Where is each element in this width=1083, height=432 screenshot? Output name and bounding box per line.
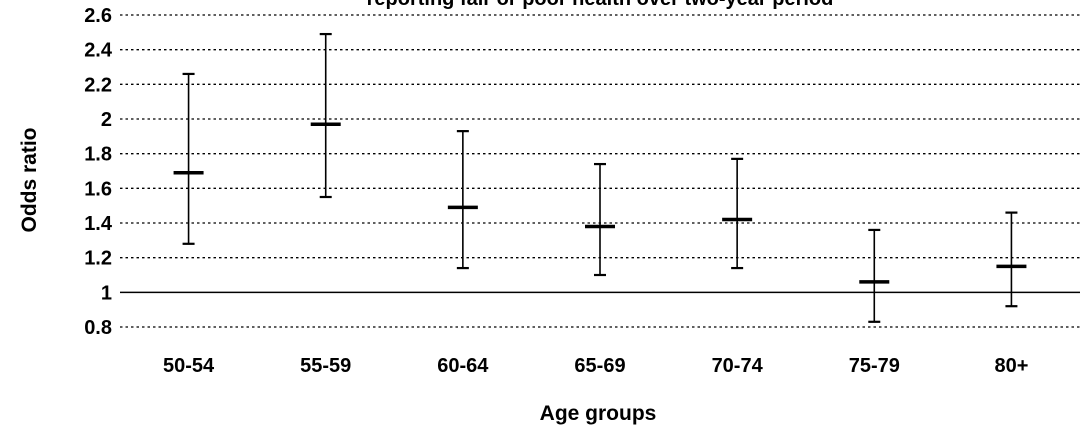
x-tick-labels: 50-54 55-59 60-64 65-69 70-74 75-79 80+ <box>163 355 1028 377</box>
x-tick-label-6: 80+ <box>994 355 1028 377</box>
y-tick-label-5: 1.8 <box>84 144 112 166</box>
y-tick-label-7: 2.2 <box>84 74 112 96</box>
y-tick-label-1: 1 <box>101 282 112 304</box>
error-bar-80+ <box>996 211 1027 308</box>
x-tick-label-2: 60-64 <box>437 355 489 377</box>
error-bar-50-54 <box>173 72 204 245</box>
chart-title: reporting fair or poor health over two-y… <box>120 0 1080 11</box>
y-axis-label: Odds ratio <box>18 127 41 232</box>
y-tick-label-8: 2.4 <box>84 40 113 62</box>
y-tick-label-3: 1.4 <box>84 213 113 235</box>
gridlines <box>120 14 1080 328</box>
y-tick-label-6: 2 <box>101 109 112 131</box>
error-bar-65-69 <box>585 162 615 277</box>
error-bars <box>173 32 1027 323</box>
y-tick-label-4: 1.6 <box>84 178 112 200</box>
x-tick-label-5: 75-79 <box>849 355 900 377</box>
y-tick-label-2: 1.2 <box>84 248 112 270</box>
error-bar-55-59 <box>310 32 341 199</box>
error-bar-70-74 <box>722 157 753 270</box>
x-tick-label-3: 65-69 <box>574 355 625 377</box>
error-bar-60-64 <box>447 130 478 270</box>
y-tick-label-0: 0.8 <box>84 317 112 339</box>
x-tick-label-4: 70-74 <box>712 355 764 377</box>
x-tick-label-1: 55-59 <box>300 355 351 377</box>
x-axis-label: Age groups <box>540 402 657 425</box>
error-bar-75-79 <box>859 228 890 323</box>
y-tick-labels: 0.8 1 1.2 1.4 1.6 1.8 2 2.2 2.4 2.6 <box>84 5 113 339</box>
y-tick-label-9: 2.6 <box>84 5 112 27</box>
x-tick-label-0: 50-54 <box>163 355 215 377</box>
